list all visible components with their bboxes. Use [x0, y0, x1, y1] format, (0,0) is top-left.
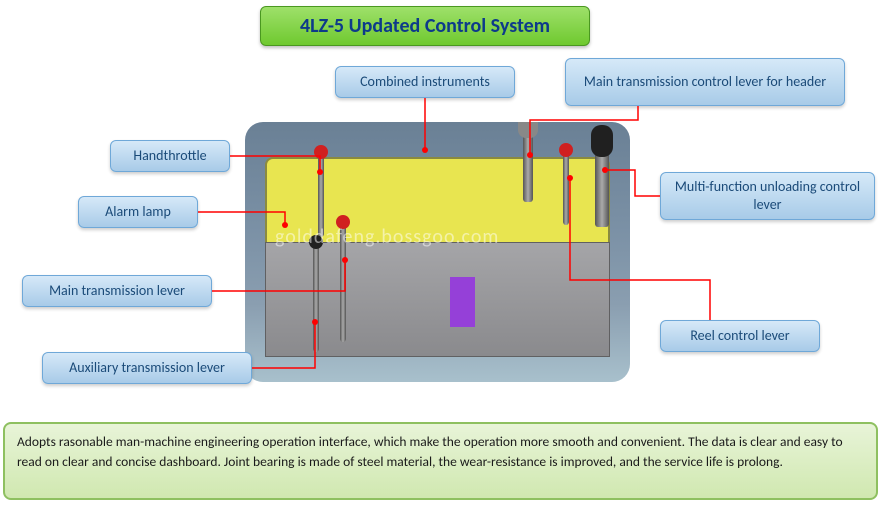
label-text: Combined instruments	[360, 73, 490, 91]
label-reel-control: Reel control lever	[660, 320, 820, 352]
label-auxiliary-transmission: Auxiliary transmission lever	[42, 352, 252, 384]
label-text: Reel control lever	[690, 327, 789, 345]
label-combined-instruments: Combined instruments	[335, 66, 515, 98]
label-text: Multi-function unloading control lever	[673, 178, 862, 214]
lever-auxiliary	[313, 242, 319, 352]
lever-reel-control	[563, 150, 569, 225]
purple-component	[450, 277, 475, 327]
description-text: Adopts rasonable man-machine engineering…	[17, 433, 843, 470]
knob-red-icon	[559, 143, 573, 157]
lever-handthrottle	[318, 152, 324, 237]
knob-red-icon	[336, 215, 350, 229]
label-text: Main transmission lever	[49, 282, 185, 300]
joystick-icon	[591, 125, 613, 157]
label-text: Main transmission control lever for head…	[584, 73, 826, 91]
dashboard-panel	[265, 157, 610, 247]
lever-combined-instruments	[523, 132, 533, 202]
knob-red-icon	[314, 145, 328, 159]
label-handthrottle: Handthrottle	[110, 140, 230, 172]
title-badge: 4LZ-5 Updated Control System	[260, 6, 590, 46]
label-text: Handthrottle	[133, 147, 206, 165]
description-box: Adopts rasonable man-machine engineering…	[3, 422, 878, 500]
lever-main-transmission	[340, 222, 346, 342]
knob-gray-icon	[518, 122, 538, 138]
label-multi-function: Multi-function unloading control lever	[660, 172, 875, 220]
label-text: Alarm lamp	[105, 203, 171, 221]
knob-dark-icon	[309, 235, 323, 249]
central-schematic	[245, 122, 630, 382]
label-main-transmission-lever: Main transmission lever	[22, 275, 212, 307]
lever-multi-function	[595, 147, 609, 227]
label-text: Auxiliary transmission lever	[69, 359, 225, 377]
label-main-trans-header: Main transmission control lever for head…	[565, 58, 845, 106]
label-alarm-lamp: Alarm lamp	[78, 196, 198, 228]
